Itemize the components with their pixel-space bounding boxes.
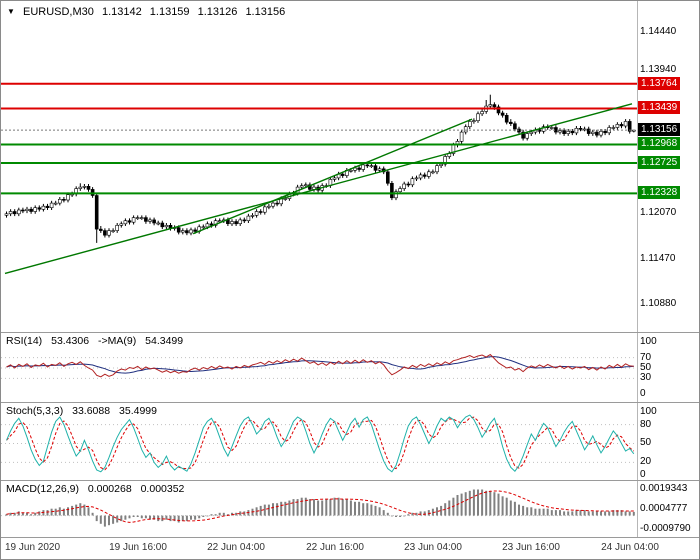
stochastic-main-line: [6, 414, 635, 473]
macd-label-row: MACD(12,26,9) 0.000268 0.000352: [6, 483, 190, 495]
panel-separator[interactable]: [1, 332, 699, 333]
chart-title: ▼ EURUSD,M30 1.13142 1.13159 1.13126 1.1…: [7, 6, 290, 18]
main-price-chart[interactable]: [1, 1, 700, 332]
rsi-axis-label: 100: [640, 336, 657, 347]
stochastic-axis-label: 20: [640, 456, 652, 467]
stochastic-label-row: Stoch(5,3,3) 33.6088 35.4999: [6, 405, 163, 417]
time-axis-label: 22 Jun 04:00: [207, 542, 265, 553]
rsi-ma-value: 54.3499: [145, 335, 184, 347]
time-axis-label: 22 Jun 16:00: [306, 542, 364, 553]
rsi-label-row: RSI(14) 53.4306 ->MA(9) 54.3499: [6, 335, 189, 347]
quote-open: 1.13142: [101, 6, 142, 18]
time-axis-label: 19 Jun 16:00: [109, 542, 167, 553]
price-tick-label: 1.13940: [640, 64, 677, 75]
macd-signal-line: [6, 490, 634, 523]
macd-histogram: [5, 489, 635, 527]
rsi-axis-label: 50: [640, 362, 652, 373]
stochastic-axis-label: 100: [640, 406, 657, 417]
stochastic-indicator-chart[interactable]: [1, 402, 700, 480]
rsi-axis-label: 30: [640, 372, 652, 383]
stoch-name: Stoch(5,3,3): [6, 405, 64, 417]
macd-indicator-chart[interactable]: [1, 480, 700, 537]
trendline[interactable]: [192, 118, 473, 235]
rsi-axis-label: 0: [640, 388, 646, 399]
rsi-value: 53.4306: [51, 335, 90, 347]
qu ote-high: 1.13159: [149, 6, 190, 18]
price-tick-label: 1.10880: [640, 298, 677, 309]
stochastic-signal-line: [6, 416, 635, 471]
price-level-tag-support[interactable]: 1.12328: [638, 186, 681, 199]
rsi-ma-name: ->MA(9): [98, 335, 137, 347]
stoch-signal-value: 35.4999: [119, 405, 157, 417]
symbol-period-label: EURUSD,M30: [22, 6, 94, 18]
macd-axis-label: 0.0004777: [640, 503, 688, 514]
candles[interactable]: [4, 94, 636, 243]
price-level-tag-resistance[interactable]: 1.13439: [638, 101, 681, 114]
symbol-dropdown-icon[interactable]: ▼: [7, 7, 15, 16]
macd-signal-value: 0.000352: [140, 483, 185, 495]
quote-close: 1.13156: [245, 6, 286, 18]
macd-name: MACD(12,26,9): [6, 483, 79, 495]
price-level-tag-current[interactable]: 1.13156: [638, 123, 681, 136]
macd-axis-label: -0.0009790: [640, 523, 691, 534]
panel-separator: [1, 537, 699, 538]
time-axis-label: 24 Jun 04:00: [601, 542, 659, 553]
stochastic-axis-label: 80: [640, 419, 652, 430]
stoch-value: 33.6088: [72, 405, 111, 417]
stochastic-axis-label: 50: [640, 437, 652, 448]
rsi-axis-label: 70: [640, 352, 652, 363]
price-tick-label: 1.11470: [640, 253, 676, 264]
time-axis-label: 23 Jun 04:00: [404, 542, 462, 553]
macd-axis-label: 0.0019343: [640, 483, 688, 494]
price-axis-border: [637, 1, 638, 537]
rsi-indicator-chart[interactable]: [1, 332, 700, 402]
stochastic-axis-label: 0: [640, 469, 646, 480]
panel-separator[interactable]: [1, 480, 699, 481]
price-level-tag-support[interactable]: 1.12725: [638, 156, 681, 169]
trendline[interactable]: [4, 103, 633, 275]
time-axis-label: 19 Jun 2020: [5, 542, 61, 553]
time-axis-label: 23 Jun 16:00: [502, 542, 560, 553]
macd-value: 0.000268: [87, 483, 132, 495]
price-tick-label: 1.14440: [640, 26, 677, 37]
price-level-tag-support[interactable]: 1.12968: [638, 137, 681, 150]
price-level-tag-resistance[interactable]: 1.13764: [638, 77, 681, 90]
quote-low: 1.13126: [197, 6, 238, 18]
rsi-line: [6, 353, 634, 378]
price-tick-label: 1.12070: [640, 207, 677, 218]
rsi-name: RSI(14): [6, 335, 43, 347]
panel-separator[interactable]: [1, 402, 699, 403]
